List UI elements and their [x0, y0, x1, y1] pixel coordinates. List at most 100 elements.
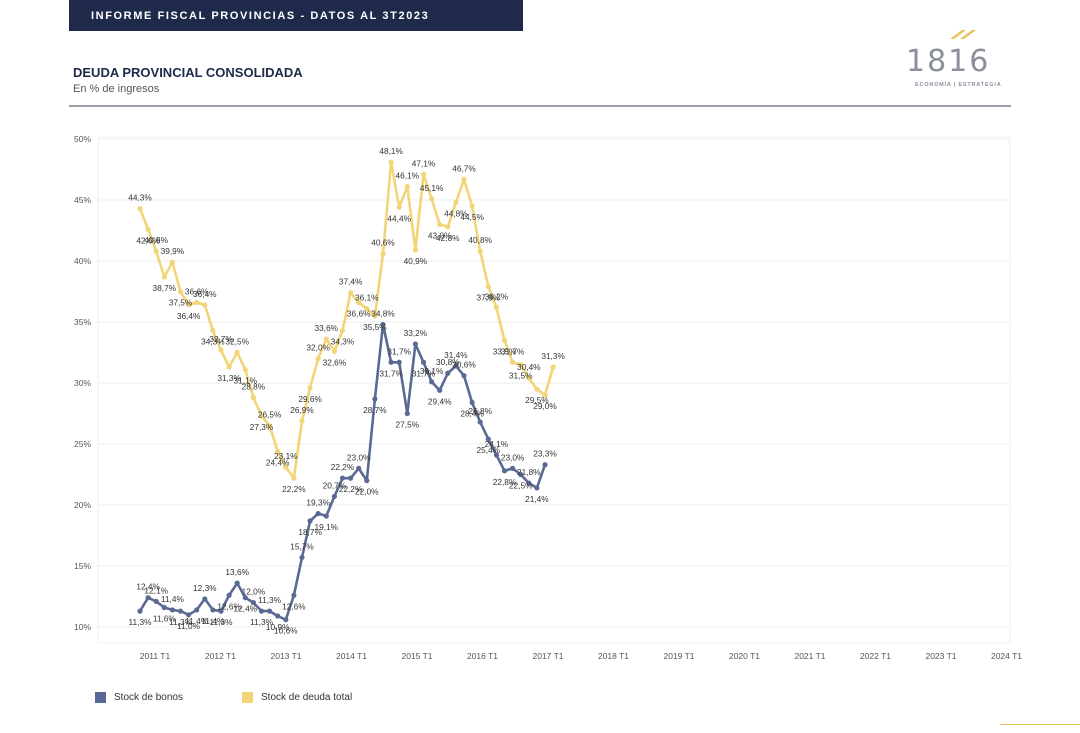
data-point-bonos — [267, 608, 273, 614]
data-label-total: 35,5% — [363, 322, 387, 332]
data-point-total — [372, 313, 378, 319]
data-label-total: 31,3% — [217, 373, 241, 383]
data-label-bonos: 34,8% — [371, 308, 395, 318]
y-tick-label: 25% — [74, 439, 91, 449]
data-label-total: 32,5% — [225, 337, 249, 347]
data-label-total: 29,6% — [298, 394, 322, 404]
data-point-bonos — [145, 595, 151, 601]
data-label-bonos: 21,4% — [525, 494, 549, 504]
data-label-total: 40,8% — [468, 235, 492, 245]
data-point-total — [388, 159, 394, 165]
data-label-bonos: 12,6% — [282, 601, 306, 611]
data-point-bonos — [242, 595, 248, 601]
data-label-bonos: 11,3% — [129, 617, 153, 627]
data-label-bonos: 11,4% — [201, 616, 225, 626]
data-point-bonos — [202, 596, 208, 602]
data-label-total: 36,6% — [185, 286, 209, 296]
data-point-bonos — [518, 471, 524, 478]
data-label-bonos: 12,1% — [144, 585, 168, 595]
data-label-total: 44,3% — [128, 193, 152, 203]
y-tick-label: 15% — [74, 561, 91, 571]
data-point-total — [315, 356, 321, 362]
data-label-total: 44,8% — [444, 208, 468, 218]
data-point-bonos — [412, 341, 418, 347]
data-point-total — [250, 395, 256, 401]
data-label-bonos: 31,7% — [412, 368, 436, 378]
data-label-bonos: 27,5% — [396, 420, 420, 430]
data-label-total: 30,4% — [517, 362, 541, 372]
data-label-total: 31,7% — [501, 346, 525, 356]
data-label-bonos: 12,3% — [193, 583, 217, 593]
x-tick-label: 2016 T1 — [467, 651, 498, 661]
data-point-bonos — [534, 485, 540, 491]
x-tick-label: 2012 T1 — [205, 651, 236, 661]
data-point-total — [169, 259, 175, 265]
report-banner: INFORME FISCAL PROVINCIAS - DATOS AL 3T2… — [69, 0, 523, 31]
data-label-total: 28,8% — [242, 382, 266, 392]
data-label-total: 32,6% — [323, 357, 347, 367]
data-label-bonos: 29,4% — [428, 396, 452, 406]
data-point-total — [161, 274, 167, 280]
y-tick-label: 20% — [74, 500, 91, 510]
data-point-total — [493, 304, 499, 310]
data-point-total — [177, 288, 184, 295]
x-tick-label: 2011 T1 — [140, 651, 171, 661]
data-point-bonos — [388, 359, 394, 365]
data-point-bonos — [469, 399, 475, 406]
legend-item-total: Stock de deuda total — [242, 692, 352, 703]
data-label-bonos: 12,6% — [217, 601, 241, 611]
data-label-total: 26,9% — [290, 405, 314, 415]
data-label-bonos: 31,7% — [387, 346, 411, 356]
data-label-total: 37,4% — [339, 277, 363, 287]
data-label-bonos: 11,3% — [258, 595, 282, 605]
data-point-total — [412, 247, 418, 253]
data-label-total: 44,5% — [460, 212, 484, 222]
data-point-total — [299, 418, 305, 424]
data-label-total: 36,6% — [347, 308, 371, 318]
data-point-bonos — [380, 321, 386, 328]
data-point-total — [534, 386, 540, 392]
data-point-bonos — [250, 600, 256, 606]
data-point-total — [348, 290, 354, 296]
data-label-total: 42,8% — [436, 233, 460, 243]
data-point-bonos — [509, 465, 516, 471]
x-tick-label: 2023 T1 — [925, 651, 956, 661]
data-point-total — [526, 375, 532, 381]
data-label-total: 40,8% — [144, 235, 168, 245]
data-point-total — [429, 196, 435, 202]
data-point-total — [542, 392, 548, 398]
y-tick-label: 45% — [74, 195, 91, 205]
data-point-total — [218, 347, 224, 353]
data-point-total — [396, 204, 402, 210]
data-label-bonos: 28,7% — [363, 405, 387, 415]
data-label-total: 23,1% — [274, 451, 298, 461]
data-label-bonos: 19,3% — [306, 498, 330, 508]
data-point-bonos — [218, 608, 224, 614]
data-point-bonos — [137, 608, 143, 614]
data-label-bonos: 31,7% — [379, 368, 403, 378]
data-point-total — [202, 302, 208, 308]
data-label-bonos: 20,7% — [323, 480, 347, 490]
data-label-total: 40,9% — [404, 256, 428, 266]
data-point-total — [275, 448, 281, 454]
data-point-bonos — [291, 592, 297, 598]
legend-swatch-bonos — [95, 692, 106, 703]
data-point-total — [307, 385, 313, 391]
data-label-bonos: 13,6% — [225, 567, 249, 577]
data-point-bonos — [453, 363, 459, 369]
data-point-bonos — [437, 387, 443, 393]
data-point-bonos — [356, 465, 362, 471]
data-label-bonos: 22,2% — [331, 462, 355, 472]
data-point-bonos — [396, 359, 402, 365]
legend-swatch-total — [242, 692, 253, 703]
data-point-bonos — [226, 592, 232, 598]
data-label-bonos: 10,9% — [266, 622, 290, 632]
data-label-total: 34,3% — [331, 337, 355, 347]
x-tick-label: 2013 T1 — [270, 651, 301, 661]
data-point-bonos — [542, 462, 548, 468]
x-tick-label: 2022 T1 — [860, 651, 891, 661]
data-label-total: 39,9% — [161, 246, 185, 256]
header-divider — [69, 105, 1011, 107]
data-label-bonos: 22,2% — [339, 484, 363, 494]
